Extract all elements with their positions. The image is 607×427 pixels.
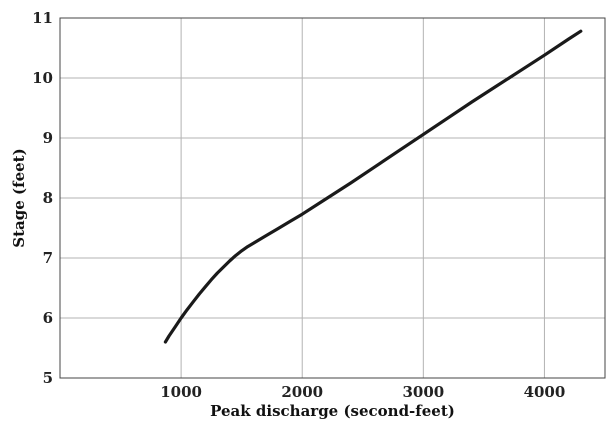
y-tick-label: 8 (43, 189, 53, 207)
y-axis-title: Stage (feet) (10, 148, 28, 247)
x-tick-labels: 1000 2000 3000 4000 (160, 383, 565, 401)
y-tick-label: 11 (32, 9, 53, 27)
y-tick-label: 7 (43, 249, 53, 267)
series-line (163, 29, 583, 344)
y-tick-label: 6 (43, 309, 53, 327)
gridlines (60, 18, 605, 378)
y-tick-label: 9 (43, 129, 53, 147)
series-layer (163, 29, 583, 344)
x-tick-label: 3000 (402, 383, 444, 401)
y-tick-label: 10 (32, 69, 53, 87)
plot-frame (59, 17, 606, 379)
y-tick-label: 5 (43, 369, 53, 387)
y-tick-labels: 5 6 7 8 9 10 11 (32, 9, 53, 387)
x-tick-label: 1000 (160, 383, 202, 401)
x-tick-label: 2000 (281, 383, 323, 401)
x-axis-title: Peak discharge (second-feet) (210, 402, 455, 420)
x-tick-label: 4000 (524, 383, 566, 401)
